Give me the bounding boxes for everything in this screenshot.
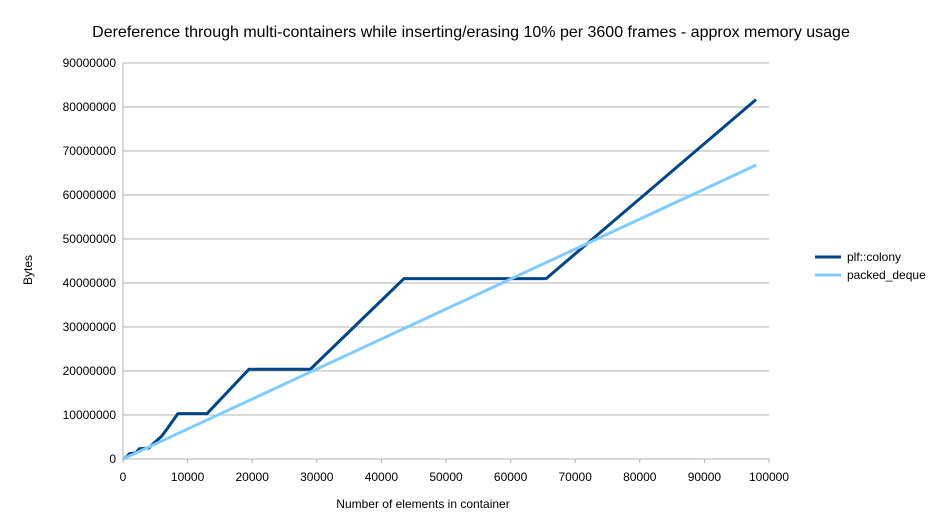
y-tick-label: 50000000 — [63, 232, 117, 246]
y-tick-label: 80000000 — [63, 100, 117, 114]
y-tick-label: 0 — [109, 452, 116, 466]
y-tick-label: 60000000 — [63, 188, 117, 202]
x-tick-label: 60000 — [494, 470, 528, 484]
y-tick-label: 30000000 — [63, 320, 117, 334]
y-tick-labels: 0 10000000 20000000 30000000 40000000 5000000… — [63, 56, 117, 466]
x-tick-label: 50000 — [429, 470, 463, 484]
chart-title: Dereference through multi-containers whi… — [92, 24, 850, 41]
x-tick-label: 80000 — [623, 470, 657, 484]
y-tick-label: 90000000 — [63, 56, 117, 70]
x-tick-labels: 0 10000 20000 30000 40000 50000 60000 70000 8000… — [120, 459, 789, 484]
x-tick-label: 20000 — [236, 470, 270, 484]
x-tick-label: 100000 — [749, 470, 789, 484]
x-tick-label: 30000 — [300, 470, 334, 484]
y-tick-label: 70000000 — [63, 144, 117, 158]
grid-lines — [122, 62, 769, 460]
y-tick-label: 40000000 — [63, 276, 117, 290]
series-line-packed-deque — [122, 163, 757, 461]
y-axis-label: Bytes — [21, 255, 35, 285]
series-line-plf-colony — [122, 98, 758, 461]
x-axis-label: Number of elements in container — [336, 497, 509, 511]
x-tick-label: 70000 — [559, 470, 593, 484]
legend-label: plf::colony — [847, 250, 901, 264]
y-tick-label: 10000000 — [63, 408, 117, 422]
series-lines — [122, 98, 758, 461]
y-tick-label: 20000000 — [63, 364, 117, 378]
x-tick-label: 0 — [120, 470, 127, 484]
legend-label: packed_deque — [847, 268, 926, 282]
x-tick-label: 90000 — [688, 470, 722, 484]
x-tick-label: 40000 — [365, 470, 399, 484]
x-tick-label: 10000 — [171, 470, 205, 484]
